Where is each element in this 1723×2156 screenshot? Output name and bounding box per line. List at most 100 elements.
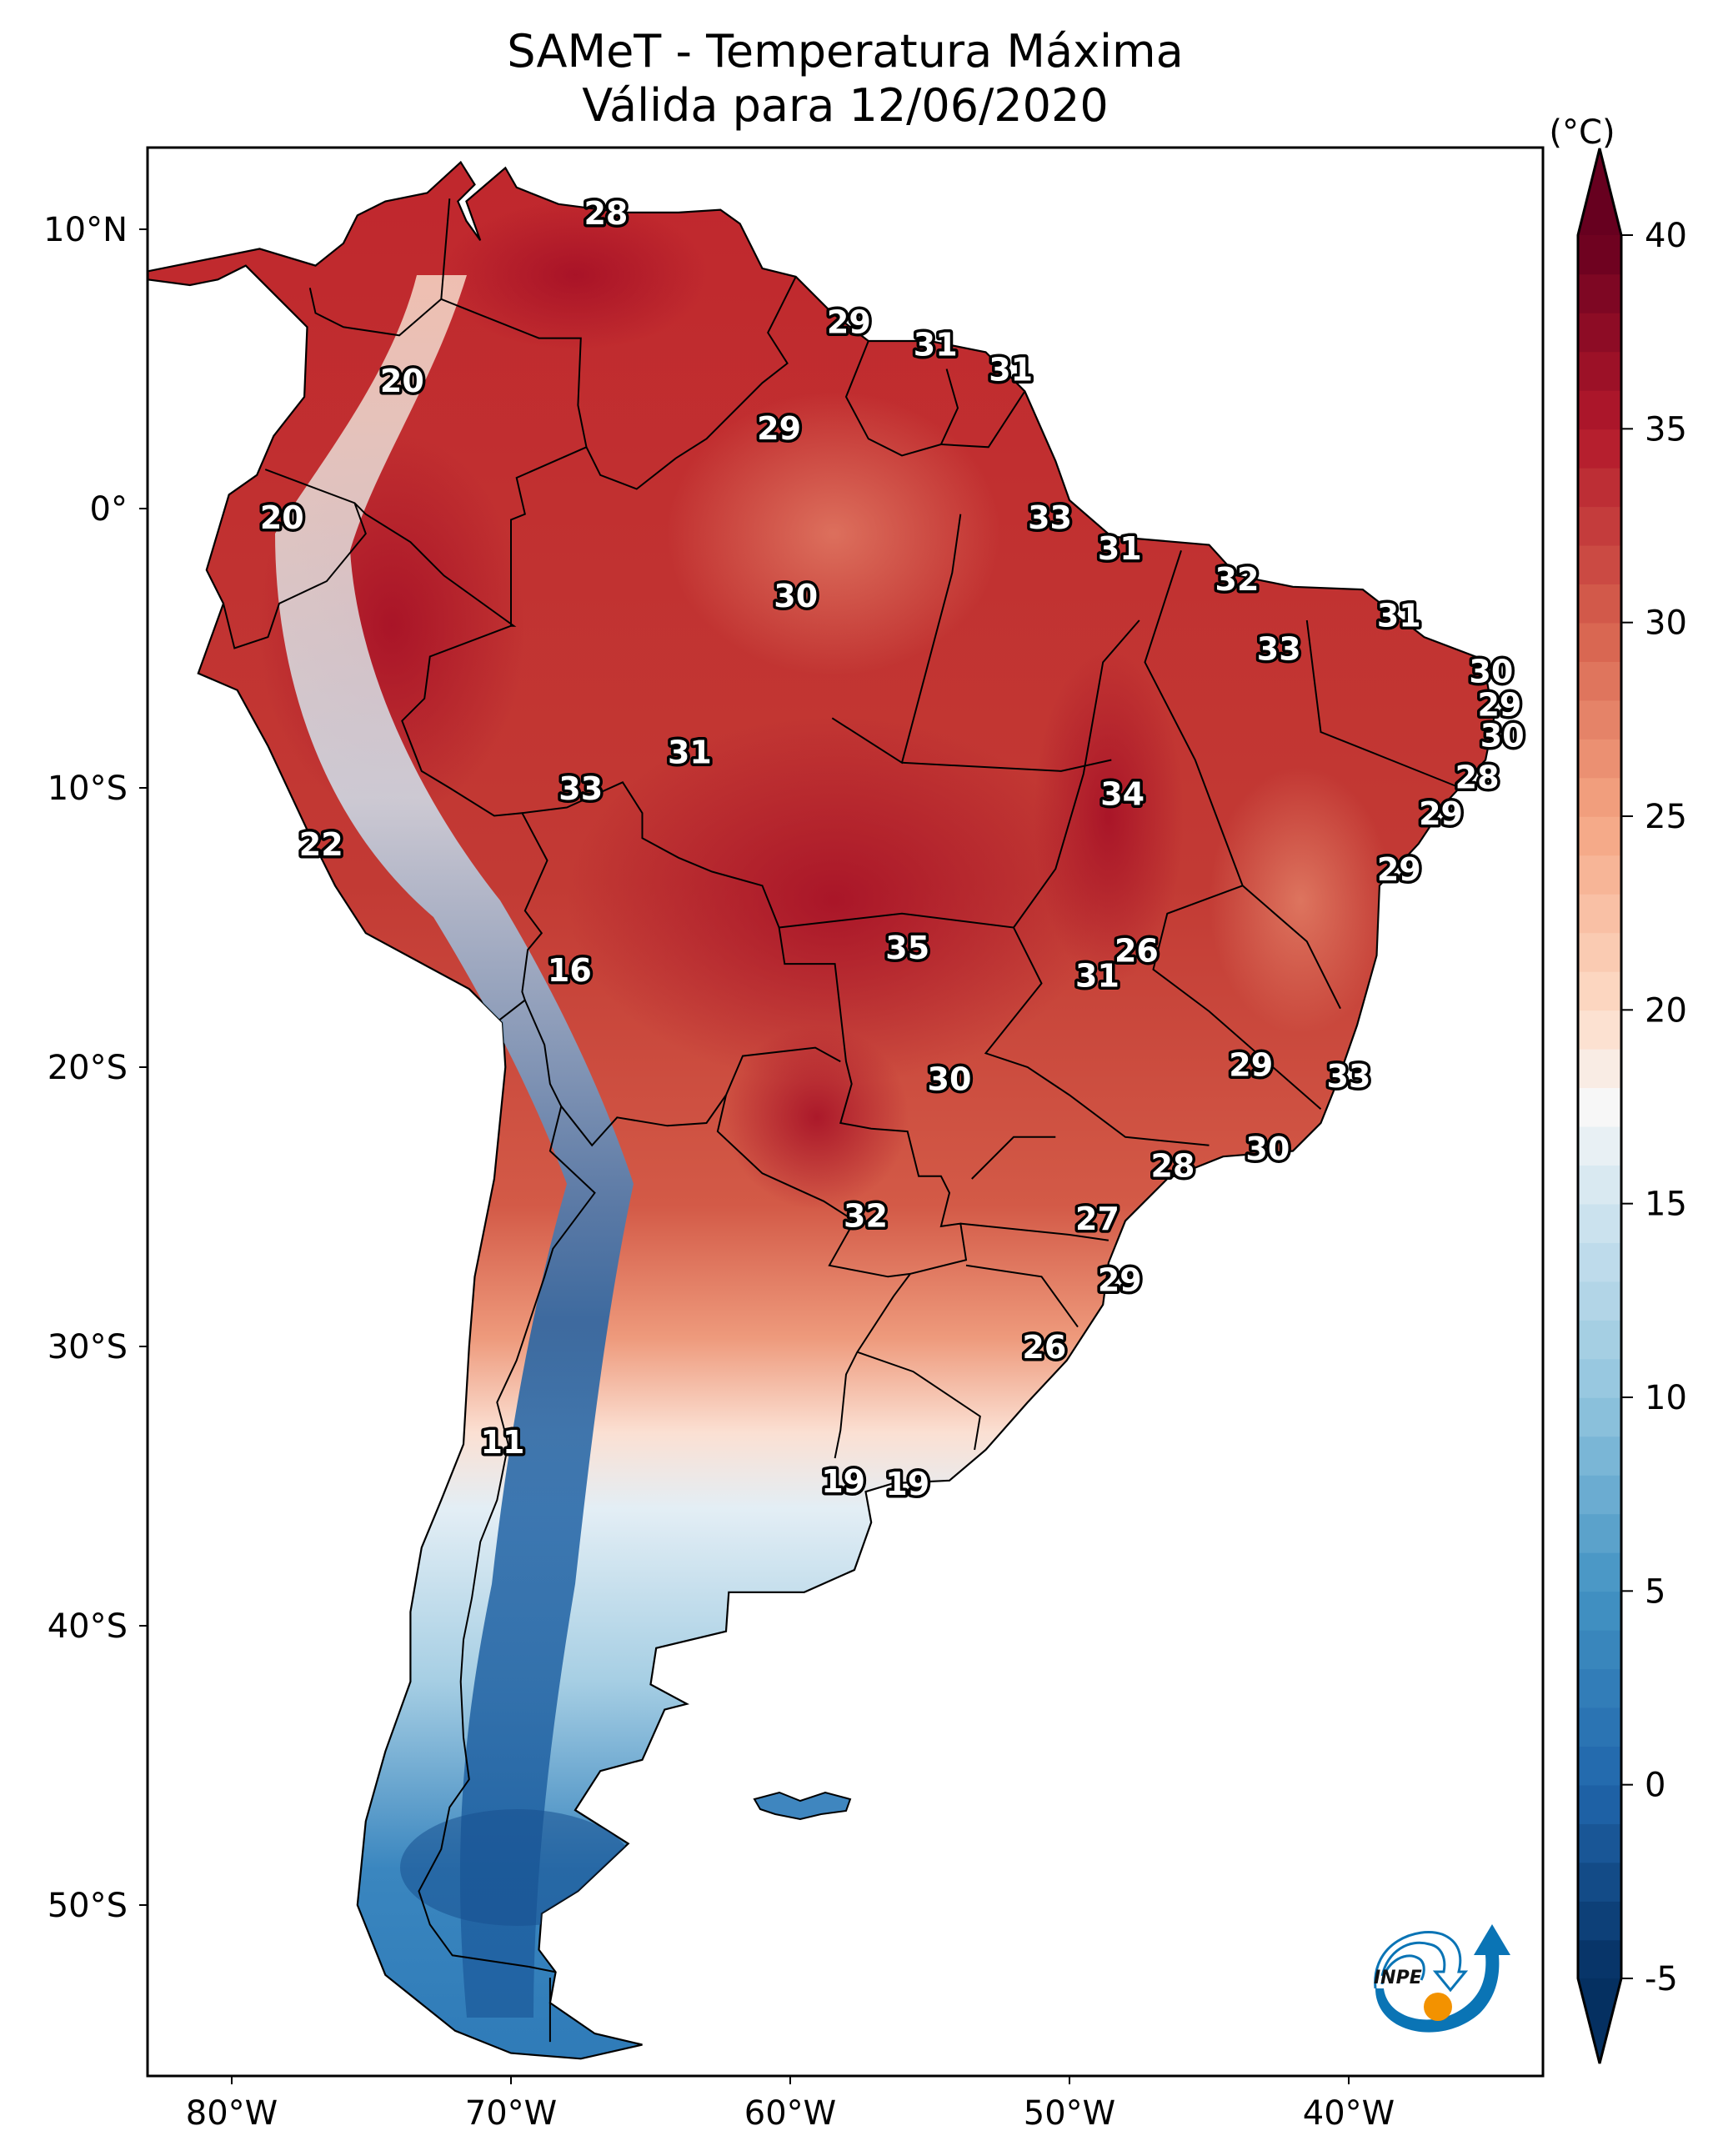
temperature-value-label: 31 bbox=[914, 326, 958, 363]
temperature-value-label: 29 bbox=[1419, 795, 1463, 832]
colorbar-step bbox=[1578, 1862, 1621, 1902]
colorbar-step bbox=[1578, 1126, 1621, 1166]
temperature-value-label: 29 bbox=[1098, 1262, 1142, 1299]
colorbar-step bbox=[1578, 1087, 1621, 1127]
colorbar-tick-label: -5 bbox=[1645, 1960, 1678, 1998]
temperature-value-label: 34 bbox=[1100, 776, 1144, 813]
border-line bbox=[223, 502, 367, 649]
y-tick-label: 50°S bbox=[48, 1887, 128, 1925]
y-tick-label: 40°S bbox=[48, 1607, 128, 1646]
colorbar-step bbox=[1578, 1048, 1621, 1089]
colorbar-step bbox=[1578, 1165, 1621, 1205]
temperature-value-label: 29 bbox=[1377, 851, 1421, 888]
y-tick-label: 10°S bbox=[48, 770, 128, 808]
colorbar-step bbox=[1578, 1629, 1621, 1670]
colorbar-step bbox=[1578, 1784, 1621, 1824]
border-line bbox=[418, 1106, 596, 1973]
temperature-value-label: 11 bbox=[481, 1424, 525, 1461]
border-line bbox=[1144, 549, 1341, 1010]
colorbar-step bbox=[1578, 622, 1621, 662]
border-line bbox=[960, 1222, 1109, 1241]
colorbar-step bbox=[1578, 1513, 1621, 1553]
colorbar-step bbox=[1578, 1203, 1621, 1243]
border-line bbox=[831, 514, 962, 765]
border-line bbox=[1013, 619, 1140, 929]
temperature-value-label: 32 bbox=[844, 1198, 888, 1235]
colorbar-step bbox=[1578, 932, 1621, 972]
map-frame bbox=[146, 146, 1545, 2078]
temperature-value-label: 29 bbox=[827, 304, 871, 341]
temperature-value-label: 30 bbox=[1480, 717, 1525, 754]
border-line bbox=[965, 1264, 1079, 1328]
temperature-value-label: 30 bbox=[1245, 1131, 1290, 1167]
colorbar-step bbox=[1578, 584, 1621, 624]
temperature-value-label: 28 bbox=[584, 195, 628, 232]
x-tick-label: 50°W bbox=[1024, 2094, 1115, 2133]
y-tick-label: 0° bbox=[90, 490, 128, 529]
colorbar-label: (°C) bbox=[1549, 113, 1615, 152]
y-axis: 10°N 0° 10°S 20°S 30°S 40°S 50°S bbox=[43, 211, 148, 1925]
colorbar-step bbox=[1578, 739, 1621, 779]
colorbar-step bbox=[1578, 855, 1621, 895]
temperature-value-label: 33 bbox=[558, 770, 603, 807]
colorbar-step bbox=[1578, 970, 1621, 1011]
x-tick-label: 80°W bbox=[186, 2094, 278, 2133]
temperature-value-label: 31 bbox=[989, 352, 1033, 389]
colorbar-step bbox=[1578, 506, 1621, 546]
mild-zone-bahia bbox=[1209, 767, 1392, 1034]
colorbar-step bbox=[1578, 1746, 1621, 1786]
border-line bbox=[1152, 885, 1322, 1111]
border-line bbox=[308, 198, 451, 337]
border-line bbox=[857, 1351, 981, 1451]
hot-zone-central-brazil bbox=[567, 717, 1100, 1084]
temperature-value-label: 33 bbox=[1028, 499, 1072, 536]
colorbar-min-extension bbox=[1578, 1978, 1621, 2063]
temperature-value-label: 30 bbox=[928, 1060, 972, 1097]
temperature-value-label: 32 bbox=[1215, 561, 1260, 598]
colorbar-step bbox=[1578, 467, 1621, 508]
temperature-value-label: 20 bbox=[260, 499, 304, 536]
colorbar-step bbox=[1578, 1474, 1621, 1515]
colorbar-tick-label: 5 bbox=[1645, 1572, 1665, 1611]
andes-cold-band bbox=[275, 275, 634, 2018]
temperature-value-label: 31 bbox=[668, 734, 712, 770]
colorbar-step bbox=[1578, 1901, 1621, 1941]
mild-zone-amazon bbox=[667, 392, 1000, 675]
colorbar-tick-label: 25 bbox=[1645, 798, 1687, 836]
colorbar-step bbox=[1578, 1358, 1621, 1398]
chart-subtitle: Válida para 12/06/2020 bbox=[582, 79, 1109, 132]
colorbar-tick-label: 35 bbox=[1645, 410, 1687, 449]
colorbar-tick-label: 30 bbox=[1645, 604, 1687, 643]
x-tick-label: 60°W bbox=[744, 2094, 836, 2133]
y-tick-label: 10°N bbox=[43, 211, 128, 249]
border-line bbox=[523, 1000, 841, 1147]
temperature-field bbox=[148, 160, 1495, 2060]
temperature-value-label: 35 bbox=[885, 930, 929, 966]
temperature-value-label: 22 bbox=[299, 826, 343, 863]
temperature-value-label: 31 bbox=[1377, 597, 1421, 634]
colorbar-step bbox=[1578, 1707, 1621, 1747]
colorbar-step bbox=[1578, 351, 1621, 391]
y-tick-label: 20°S bbox=[48, 1049, 128, 1087]
logo-swoosh-icon bbox=[1375, 1924, 1510, 2033]
colorbar-step bbox=[1578, 1397, 1621, 1437]
temperature-value-label: 29 bbox=[757, 410, 801, 447]
colorbar-tick-label: 15 bbox=[1645, 1186, 1687, 1224]
x-tick-label: 40°W bbox=[1303, 2094, 1395, 2133]
temperature-value-label: 26 bbox=[1114, 932, 1159, 969]
temperature-value-label: 20 bbox=[380, 363, 424, 399]
colorbar-step bbox=[1578, 1281, 1621, 1321]
temperature-value-label: 31 bbox=[1098, 530, 1142, 567]
colorbar-step bbox=[1578, 1320, 1621, 1360]
country-borders bbox=[223, 198, 1461, 2043]
temperature-value-label: 29 bbox=[1229, 1047, 1273, 1084]
temperature-value-label: 16 bbox=[548, 952, 592, 989]
colorbar-step bbox=[1578, 273, 1621, 313]
temperature-value-label: 19 bbox=[821, 1463, 865, 1500]
border-line bbox=[716, 1095, 911, 1278]
colorbar-step bbox=[1578, 235, 1621, 275]
logo-arrow-outline-icon bbox=[1374, 1931, 1469, 1993]
colorbar-step bbox=[1578, 1939, 1621, 1979]
